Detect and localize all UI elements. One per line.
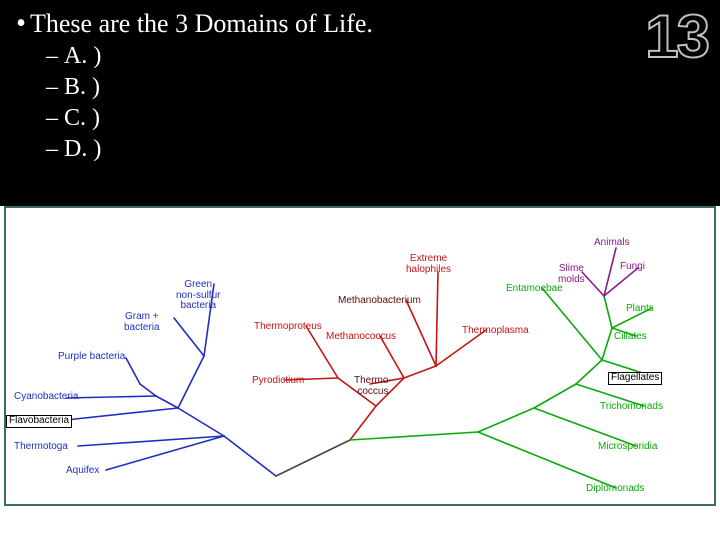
tree-label-flagellates: Flagellates (608, 372, 662, 385)
tree-label-slime: Slime molds (558, 264, 585, 285)
tree-label-diplomonads: Diplomonads (586, 484, 644, 495)
option-c: – C. ) (46, 103, 373, 134)
tree-label-green: Green non-sulfur bacteria (176, 280, 220, 312)
dash-icon: – (46, 134, 64, 165)
diagram-panel: Cyanobacteria Flavobacteria Thermotoga Aqui… (0, 206, 720, 540)
tree-label-ciliates: Ciliates (614, 332, 647, 343)
tree-label-thermoproteus: Thermoproteus (254, 322, 322, 333)
main-bullet: • These are the 3 Domains of Life. (12, 8, 373, 41)
bullet-area: • These are the 3 Domains of Life. – A. … (12, 8, 373, 165)
tree-label-trichomonads: Trichomonads (600, 402, 663, 413)
slide-number: 13 (645, 2, 708, 71)
bullet-dot-icon: • (12, 8, 30, 38)
dash-icon: – (46, 103, 64, 134)
tree-label-microsporidia: Microsporidia (598, 442, 657, 453)
tree-label-halophiles: Extreme halophiles (406, 254, 451, 275)
option-a-label: A. ) (64, 41, 101, 72)
dash-icon: – (46, 41, 64, 72)
tree-label-cyano: Cyanobacteria (14, 392, 78, 403)
tree-label-thermoplasma: Thermoplasma (462, 326, 529, 337)
tree-label-pyrodictium: Pyrodictium (252, 376, 304, 387)
dash-icon: – (46, 72, 64, 103)
tree-label-methanococcus: Methanococcus (326, 332, 396, 343)
option-b: – B. ) (46, 72, 373, 103)
option-d-label: D. ) (64, 134, 101, 165)
option-b-label: B. ) (64, 72, 100, 103)
tree-label-aquifex: Aquifex (66, 466, 99, 477)
tree-label-animals: Animals (594, 238, 630, 249)
option-a: – A. ) (46, 41, 373, 72)
tree-label-purple: Purple bacteria (58, 352, 125, 363)
phylogenetic-tree: Cyanobacteria Flavobacteria Thermotoga Aqui… (4, 206, 716, 506)
option-d: – D. ) (46, 134, 373, 165)
tree-label-grampos: Gram + bacteria (124, 312, 160, 333)
tree-label-flavo: Flavobacteria (6, 415, 72, 428)
tree-label-plants: Plants (626, 304, 654, 315)
option-c-label: C. ) (64, 103, 100, 134)
tree-label-entamoebae: Entamoebae (506, 284, 563, 295)
slide-root: 13 • These are the 3 Domains of Life. – … (0, 0, 720, 540)
sub-list: – A. ) – B. ) – C. ) – D. ) (46, 41, 373, 166)
tree-label-thermotoga: Thermotoga (14, 442, 68, 453)
tree-label-fungi: Fungi (620, 262, 645, 273)
tree-label-methanobact: Methanobacterium (338, 296, 421, 307)
tree-label-thermococcus: Thermo- coccus (354, 376, 392, 397)
main-bullet-text: These are the 3 Domains of Life. (30, 8, 373, 41)
